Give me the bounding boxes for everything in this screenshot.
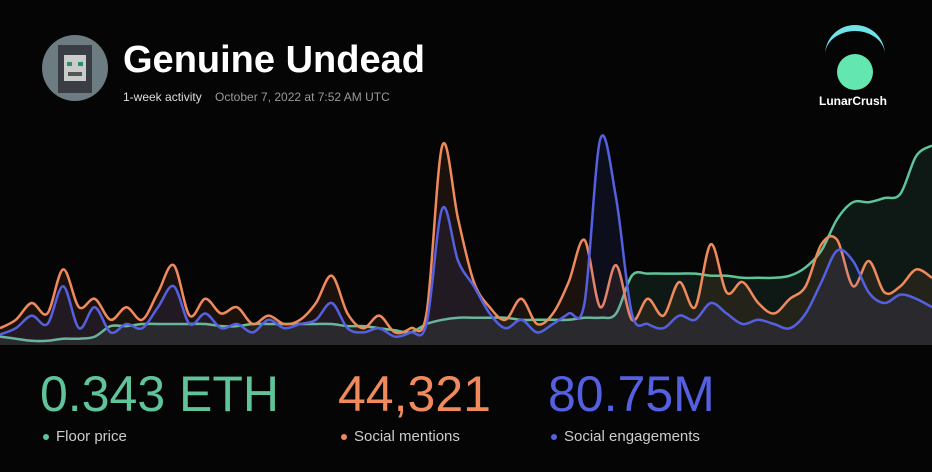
brand: LunarCrush bbox=[819, 94, 887, 108]
legend-label: Social mentions bbox=[354, 428, 460, 445]
plot bbox=[0, 134, 932, 345]
stat-value: 80.75M bbox=[548, 366, 715, 422]
series-area bbox=[0, 135, 932, 345]
stats: 0.343 ETH Floor price 44,321 Social mention… bbox=[40, 366, 715, 445]
subtitle: 1-week activity bbox=[123, 90, 202, 104]
stat-value: 44,321 bbox=[338, 366, 491, 422]
timestamp: October 7, 2022 at 7:52 AM UTC bbox=[215, 90, 390, 104]
series-line bbox=[0, 134, 932, 338]
legend-label: Social engagements bbox=[564, 428, 700, 445]
series-line bbox=[0, 144, 932, 343]
title: Genuine Undead bbox=[123, 39, 425, 81]
legend-dot bbox=[43, 434, 49, 440]
avatar bbox=[42, 35, 108, 101]
legend-dot bbox=[551, 434, 557, 440]
series-line bbox=[0, 141, 932, 335]
legend-dot bbox=[341, 434, 347, 440]
legend-label: Floor price bbox=[56, 428, 127, 445]
stat-value: 0.343 ETH bbox=[40, 366, 279, 422]
logo bbox=[825, 25, 885, 90]
series-area bbox=[0, 143, 932, 345]
